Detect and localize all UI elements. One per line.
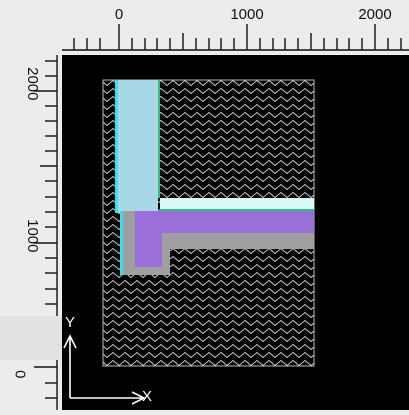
insulation-outer-edge <box>115 80 118 213</box>
y-axis-label: Y <box>65 314 76 331</box>
horizontal-ruler <box>62 0 409 55</box>
purple-slab-layer <box>135 211 314 267</box>
x-tick-label: 1000 <box>230 6 264 23</box>
light-layer-bottom-edge <box>160 209 314 211</box>
x-axis-label: X <box>142 388 153 405</box>
light-layer <box>160 198 314 211</box>
horizontal-ruler-ticks <box>62 24 409 51</box>
cyan-edge-lower <box>120 211 123 275</box>
drawing-canvas[interactable] <box>62 55 409 410</box>
insulation-layer <box>116 80 158 213</box>
x-tick-label: 0 <box>114 6 124 23</box>
section-drawing <box>102 79 315 367</box>
ruler-hover-region <box>0 316 62 360</box>
insulation-inner-edge <box>158 80 160 198</box>
x-tick-label: 2000 <box>358 6 392 23</box>
